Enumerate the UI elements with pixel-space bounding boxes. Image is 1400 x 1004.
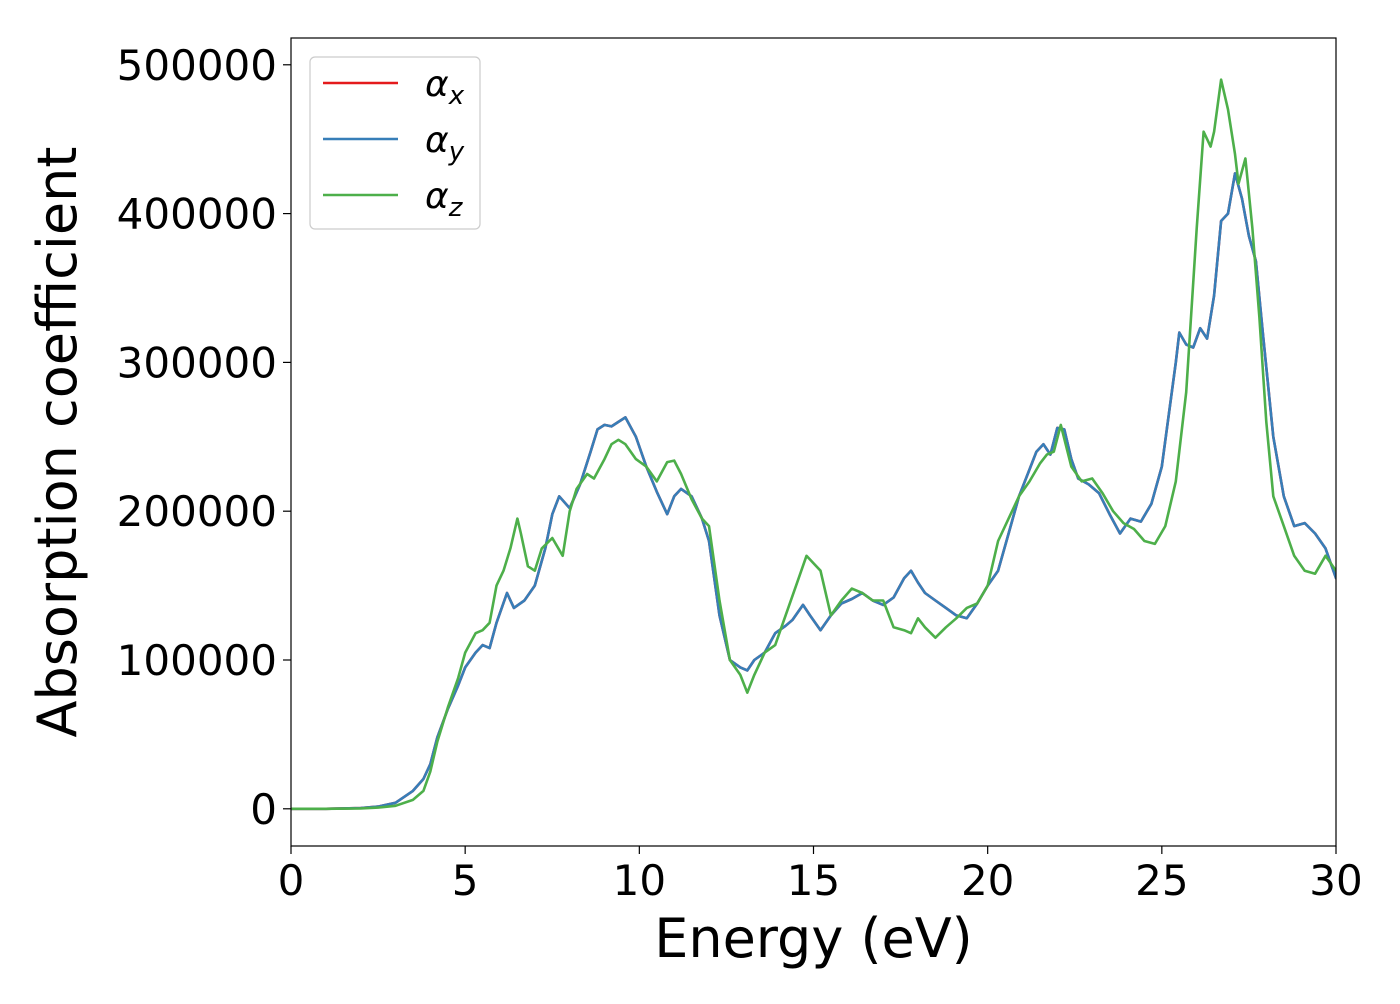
series-line-x bbox=[291, 172, 1336, 811]
x-tick-label: 0 bbox=[278, 856, 305, 905]
x-tick-label: 10 bbox=[613, 856, 666, 905]
x-tick-label: 30 bbox=[1309, 856, 1362, 905]
series-line-y bbox=[291, 172, 1336, 811]
y-tick-label: 0 bbox=[250, 785, 277, 834]
x-axis-ticks: 0 5 10 15 20 25 30 bbox=[278, 846, 1363, 905]
y-tick-label: 100000 bbox=[117, 636, 277, 685]
series-layer bbox=[291, 78, 1336, 811]
y-tick-label: 200000 bbox=[117, 487, 277, 536]
x-axis-label: Energy (eV) bbox=[654, 907, 973, 970]
legend-label-y: αy bbox=[425, 120, 465, 167]
legend-label-x: αx bbox=[425, 64, 465, 111]
y-tick-label: 300000 bbox=[117, 338, 277, 387]
legend: αx αy αz bbox=[309, 56, 481, 230]
y-tick-label: 500000 bbox=[117, 41, 277, 90]
y-axis-ticks: 0 100000 200000 300000 400000 500000 bbox=[117, 41, 291, 834]
series-line-z bbox=[291, 78, 1336, 811]
x-tick-label: 5 bbox=[452, 856, 479, 905]
x-tick-label: 20 bbox=[961, 856, 1014, 905]
y-tick-label: 400000 bbox=[117, 190, 277, 239]
y-axis-label: Absorption coefficient bbox=[26, 147, 89, 738]
legend-label-z: αz bbox=[425, 176, 464, 223]
legend-box bbox=[309, 56, 481, 230]
x-tick-label: 15 bbox=[787, 856, 840, 905]
x-tick-label: 25 bbox=[1135, 856, 1188, 905]
